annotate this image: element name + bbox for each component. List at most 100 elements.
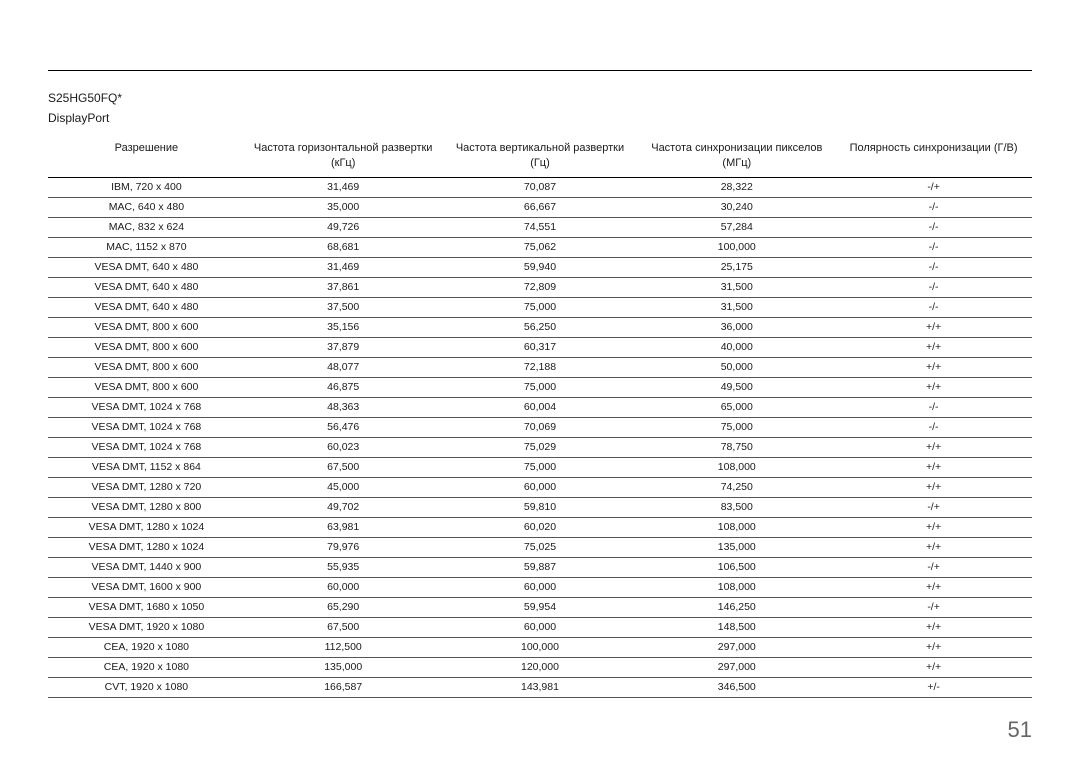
- cell-pclk: 25,175: [638, 257, 835, 277]
- cell-hfreq: 68,681: [245, 237, 442, 257]
- cell-resolution: VESA DMT, 1600 x 900: [48, 577, 245, 597]
- cell-hfreq: 67,500: [245, 617, 442, 637]
- cell-resolution: VESA DMT, 1024 x 768: [48, 437, 245, 457]
- table-row: VESA DMT, 1280 x 102479,97675,025135,000…: [48, 537, 1032, 557]
- cell-vfreq: 60,000: [442, 577, 639, 597]
- cell-pclk: 146,250: [638, 597, 835, 617]
- cell-resolution: CEA, 1920 x 1080: [48, 657, 245, 677]
- cell-pclk: 50,000: [638, 357, 835, 377]
- cell-vfreq: 72,188: [442, 357, 639, 377]
- cell-pclk: 297,000: [638, 657, 835, 677]
- table-row: VESA DMT, 640 x 48037,50075,00031,500-/-: [48, 297, 1032, 317]
- table-row: CEA, 1920 x 1080135,000120,000297,000+/+: [48, 657, 1032, 677]
- cell-pol: +/+: [835, 517, 1032, 537]
- cell-hfreq: 49,726: [245, 217, 442, 237]
- cell-pol: -/-: [835, 297, 1032, 317]
- cell-vfreq: 59,940: [442, 257, 639, 277]
- cell-hfreq: 135,000: [245, 657, 442, 677]
- cell-vfreq: 60,020: [442, 517, 639, 537]
- cell-hfreq: 63,981: [245, 517, 442, 537]
- cell-vfreq: 75,000: [442, 457, 639, 477]
- table-row: VESA DMT, 640 x 48031,46959,94025,175-/-: [48, 257, 1032, 277]
- cell-resolution: VESA DMT, 1920 x 1080: [48, 617, 245, 637]
- cell-pclk: 83,500: [638, 497, 835, 517]
- cell-hfreq: 79,976: [245, 537, 442, 557]
- cell-pclk: 106,500: [638, 557, 835, 577]
- model-label: S25HG50FQ*: [48, 91, 1032, 105]
- cell-pclk: 36,000: [638, 317, 835, 337]
- cell-pol: -/+: [835, 557, 1032, 577]
- port-label: DisplayPort: [48, 111, 1032, 125]
- cell-vfreq: 75,000: [442, 297, 639, 317]
- cell-pol: -/-: [835, 197, 1032, 217]
- cell-pclk: 75,000: [638, 417, 835, 437]
- cell-hfreq: 60,000: [245, 577, 442, 597]
- cell-hfreq: 35,000: [245, 197, 442, 217]
- cell-vfreq: 70,087: [442, 177, 639, 197]
- cell-hfreq: 48,363: [245, 397, 442, 417]
- cell-resolution: VESA DMT, 1280 x 1024: [48, 517, 245, 537]
- cell-resolution: IBM, 720 x 400: [48, 177, 245, 197]
- cell-vfreq: 60,000: [442, 477, 639, 497]
- table-row: VESA DMT, 1024 x 76860,02375,02978,750+/…: [48, 437, 1032, 457]
- cell-vfreq: 74,551: [442, 217, 639, 237]
- cell-resolution: CVT, 1920 x 1080: [48, 677, 245, 697]
- top-rule: [48, 70, 1032, 71]
- cell-pclk: 74,250: [638, 477, 835, 497]
- cell-pol: +/+: [835, 657, 1032, 677]
- cell-resolution: VESA DMT, 1280 x 1024: [48, 537, 245, 557]
- table-row: MAC, 832 x 62449,72674,55157,284-/-: [48, 217, 1032, 237]
- cell-pol: -/-: [835, 237, 1032, 257]
- table-row: VESA DMT, 1920 x 108067,50060,000148,500…: [48, 617, 1032, 637]
- cell-pol: +/+: [835, 357, 1032, 377]
- cell-vfreq: 75,062: [442, 237, 639, 257]
- cell-pclk: 108,000: [638, 517, 835, 537]
- cell-pol: -/-: [835, 217, 1032, 237]
- cell-resolution: VESA DMT, 640 x 480: [48, 297, 245, 317]
- table-row: MAC, 1152 x 87068,68175,062100,000-/-: [48, 237, 1032, 257]
- cell-pclk: 57,284: [638, 217, 835, 237]
- cell-hfreq: 45,000: [245, 477, 442, 497]
- table-row: VESA DMT, 800 x 60035,15656,25036,000+/+: [48, 317, 1032, 337]
- cell-hfreq: 37,879: [245, 337, 442, 357]
- cell-vfreq: 120,000: [442, 657, 639, 677]
- table-row: IBM, 720 x 40031,46970,08728,322-/+: [48, 177, 1032, 197]
- cell-pol: -/-: [835, 417, 1032, 437]
- cell-pclk: 31,500: [638, 277, 835, 297]
- cell-hfreq: 37,500: [245, 297, 442, 317]
- cell-resolution: VESA DMT, 800 x 600: [48, 377, 245, 397]
- cell-pol: -/+: [835, 497, 1032, 517]
- table-row: VESA DMT, 1024 x 76848,36360,00465,000-/…: [48, 397, 1032, 417]
- cell-vfreq: 59,887: [442, 557, 639, 577]
- cell-hfreq: 55,935: [245, 557, 442, 577]
- cell-pol: +/+: [835, 477, 1032, 497]
- cell-vfreq: 75,029: [442, 437, 639, 457]
- cell-pol: -/-: [835, 257, 1032, 277]
- cell-pclk: 78,750: [638, 437, 835, 457]
- page-number: 51: [1008, 717, 1032, 743]
- cell-pol: -/+: [835, 177, 1032, 197]
- cell-resolution: VESA DMT, 1024 x 768: [48, 397, 245, 417]
- cell-pclk: 30,240: [638, 197, 835, 217]
- table-row: VESA DMT, 1600 x 90060,00060,000108,000+…: [48, 577, 1032, 597]
- cell-pclk: 49,500: [638, 377, 835, 397]
- cell-pol: +/+: [835, 337, 1032, 357]
- cell-resolution: VESA DMT, 1440 x 900: [48, 557, 245, 577]
- cell-pol: +/+: [835, 437, 1032, 457]
- table-row: VESA DMT, 1024 x 76856,47670,06975,000-/…: [48, 417, 1032, 437]
- cell-vfreq: 66,667: [442, 197, 639, 217]
- cell-hfreq: 56,476: [245, 417, 442, 437]
- cell-pol: -/-: [835, 397, 1032, 417]
- cell-pol: +/+: [835, 537, 1032, 557]
- cell-hfreq: 112,500: [245, 637, 442, 657]
- cell-pclk: 65,000: [638, 397, 835, 417]
- table-row: VESA DMT, 800 x 60048,07772,18850,000+/+: [48, 357, 1032, 377]
- table-row: MAC, 640 x 48035,00066,66730,240-/-: [48, 197, 1032, 217]
- cell-vfreq: 60,000: [442, 617, 639, 637]
- table-row: VESA DMT, 1152 x 86467,50075,000108,000+…: [48, 457, 1032, 477]
- cell-pclk: 31,500: [638, 297, 835, 317]
- cell-resolution: VESA DMT, 1152 x 864: [48, 457, 245, 477]
- table-row: VESA DMT, 1280 x 102463,98160,020108,000…: [48, 517, 1032, 537]
- cell-pol: +/+: [835, 377, 1032, 397]
- table-row: CVT, 1920 x 1080166,587143,981346,500+/-: [48, 677, 1032, 697]
